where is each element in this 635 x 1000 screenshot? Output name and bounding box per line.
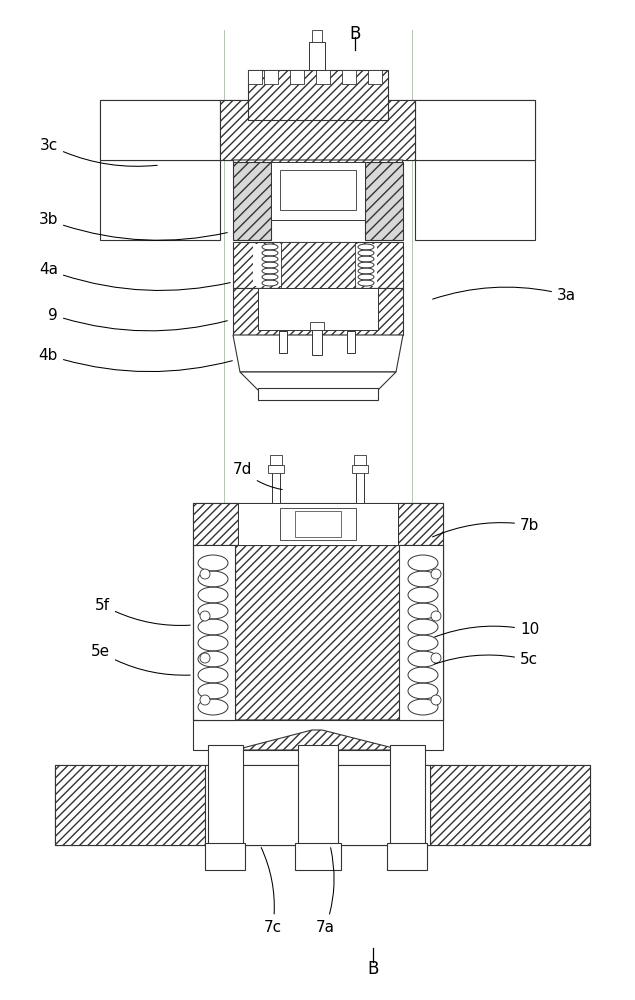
Circle shape xyxy=(200,569,210,579)
Bar xyxy=(258,388,378,400)
Bar xyxy=(220,100,415,160)
Bar xyxy=(193,503,238,545)
Bar xyxy=(253,244,281,286)
Bar xyxy=(312,30,322,42)
Bar xyxy=(280,170,356,210)
Bar xyxy=(193,503,443,545)
Text: 3a: 3a xyxy=(432,287,576,302)
Bar xyxy=(233,288,403,335)
Text: 3c: 3c xyxy=(40,137,157,166)
Bar xyxy=(55,765,590,845)
Bar xyxy=(238,503,398,545)
Circle shape xyxy=(200,653,210,663)
Bar xyxy=(390,745,425,845)
Text: 5f: 5f xyxy=(95,597,190,625)
Text: 7b: 7b xyxy=(432,518,539,537)
Text: 4a: 4a xyxy=(39,262,231,290)
Bar xyxy=(280,508,356,540)
Text: 7d: 7d xyxy=(232,462,283,490)
Text: 5c: 5c xyxy=(434,652,538,668)
Bar xyxy=(100,160,220,240)
Text: 9: 9 xyxy=(48,308,227,331)
Bar xyxy=(279,331,287,353)
Bar xyxy=(430,545,443,720)
Bar xyxy=(258,288,378,330)
Bar xyxy=(401,545,443,720)
Bar xyxy=(272,465,280,503)
Bar xyxy=(193,720,443,750)
Bar xyxy=(205,843,245,870)
Bar xyxy=(365,162,403,240)
Circle shape xyxy=(431,569,441,579)
Bar xyxy=(316,70,330,84)
Bar xyxy=(310,322,324,330)
Bar xyxy=(100,100,535,160)
Circle shape xyxy=(431,695,441,705)
Bar xyxy=(248,70,262,84)
Bar xyxy=(352,465,368,473)
Bar xyxy=(193,545,213,720)
Bar xyxy=(415,160,535,240)
Bar xyxy=(233,242,403,288)
Bar xyxy=(290,70,304,84)
Text: 10: 10 xyxy=(434,622,539,638)
Circle shape xyxy=(200,695,210,705)
Bar xyxy=(298,745,338,845)
Bar xyxy=(233,162,271,240)
Bar xyxy=(387,843,427,870)
Bar xyxy=(264,70,278,84)
Bar xyxy=(205,765,430,845)
Bar xyxy=(309,42,325,70)
Bar xyxy=(55,765,205,845)
Bar xyxy=(399,545,443,720)
Bar xyxy=(415,100,535,160)
Circle shape xyxy=(200,611,210,621)
Bar xyxy=(399,545,443,720)
Bar xyxy=(235,545,401,720)
Text: B: B xyxy=(367,960,378,978)
Text: 7c: 7c xyxy=(261,848,282,934)
Bar xyxy=(193,545,235,720)
Bar xyxy=(312,330,322,355)
Bar xyxy=(295,843,341,870)
Text: 7a: 7a xyxy=(316,848,335,934)
Polygon shape xyxy=(233,160,403,190)
Bar xyxy=(430,765,590,845)
Text: 5e: 5e xyxy=(91,645,190,675)
Bar xyxy=(368,70,382,84)
Circle shape xyxy=(431,611,441,621)
Polygon shape xyxy=(235,730,401,750)
Bar xyxy=(208,745,243,845)
Bar xyxy=(354,455,366,465)
Bar xyxy=(281,242,355,288)
Bar xyxy=(248,70,388,120)
Text: B: B xyxy=(349,25,361,43)
Text: 3b: 3b xyxy=(39,213,227,240)
Bar xyxy=(356,465,364,503)
Bar xyxy=(268,465,284,473)
Bar xyxy=(295,511,341,537)
Bar xyxy=(347,331,355,353)
Bar xyxy=(270,455,282,465)
Text: 4b: 4b xyxy=(39,348,232,372)
Bar xyxy=(198,545,236,720)
Bar xyxy=(398,503,443,545)
Bar xyxy=(349,244,377,286)
Bar xyxy=(271,162,365,220)
Circle shape xyxy=(431,653,441,663)
Polygon shape xyxy=(233,335,403,372)
Bar xyxy=(342,70,356,84)
Polygon shape xyxy=(240,372,396,390)
Polygon shape xyxy=(235,720,401,750)
Bar xyxy=(100,100,220,160)
